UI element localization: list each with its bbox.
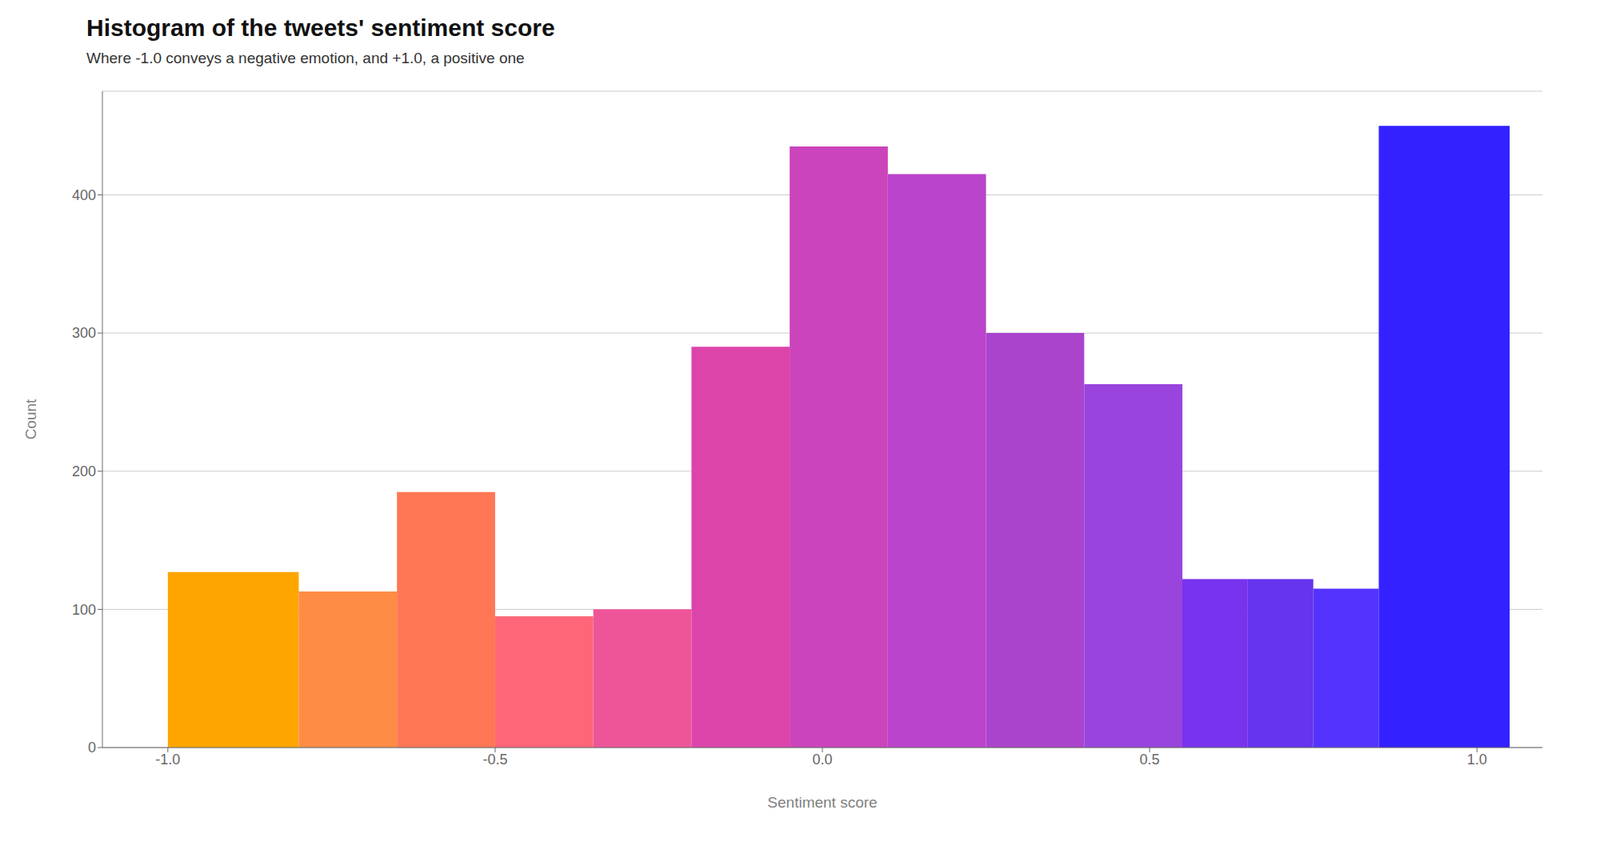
- svg-text:0.5: 0.5: [1140, 751, 1160, 768]
- svg-text:-1.0: -1.0: [155, 751, 180, 768]
- svg-text:Sentiment score: Sentiment score: [767, 793, 877, 811]
- html-text:Histogram of the tweets' senti: Histogram of the tweets' sentiment score: [86, 14, 555, 41]
- svg-text:0.0: 0.0: [812, 751, 832, 768]
- svg-text:-0.5: -0.5: [482, 751, 508, 768]
- svg-text:Count: Count: [22, 398, 40, 440]
- svg-text:100: 100: [72, 601, 96, 618]
- svg-text:1.0: 1.0: [1467, 751, 1488, 768]
- svg-text:400: 400: [72, 187, 96, 204]
- svg-text:0: 0: [88, 739, 96, 756]
- html-text:Where -1.0 conveys a negative: Where -1.0 conveys a negative emotion, a…: [86, 49, 525, 67]
- svg-text:200: 200: [72, 463, 96, 480]
- svg-text:300: 300: [72, 324, 96, 341]
